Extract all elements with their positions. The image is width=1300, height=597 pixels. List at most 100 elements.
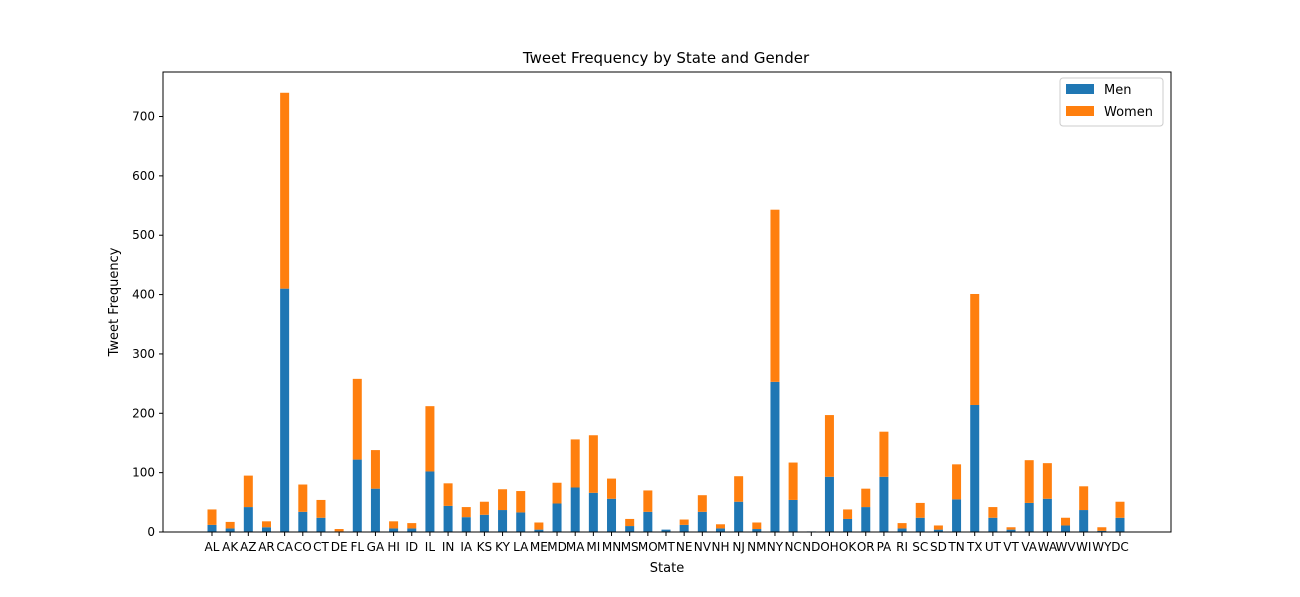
bar-nv-men [697,511,707,532]
bar-nj-women [734,476,744,502]
x-tick-label: FL [350,540,364,554]
x-tick-label: DE [331,540,348,554]
x-tick-label: UT [985,540,1002,554]
y-tick-label: 100 [132,466,155,480]
bar-md-men [552,503,562,532]
bar-de-women [334,529,344,532]
bar-nh-women [715,524,725,529]
bar-nm-men [752,529,762,532]
bar-wv-women [1061,517,1071,526]
x-tick-label: CT [313,540,329,554]
bar-ne-men [679,524,689,532]
y-tick-label: 700 [132,110,155,124]
bar-wi-men [1079,510,1089,532]
x-tick-label: AZ [240,540,256,554]
x-axis: AL AK AZ AR CA CO CT DE FL GA HI ID IL IN IA KS KY LA ME MD… [205,532,1129,554]
bar-mi-women [588,435,598,493]
bar-hi-women [389,521,399,529]
bar-ut-men [988,517,998,532]
x-tick-label: KY [495,540,510,554]
x-tick-label: KS [477,540,493,554]
x-tick-label: MN [602,540,621,554]
chart-title: Tweet Frequency by State and Gender [522,49,810,67]
bar-va-women [1024,460,1034,503]
bar-wv-men [1061,525,1071,532]
bar-nv-women [697,495,707,512]
bar-az-men [243,507,253,532]
x-tick-label: MT [657,540,675,554]
x-tick-label: WV [1055,540,1076,554]
x-tick-label: OH [820,540,838,554]
bar-co-men [298,511,308,532]
bar-tn-women [952,464,962,500]
bars-layer [207,92,1125,532]
bar-in-women [443,483,453,506]
bar-ny-men [770,381,780,532]
bar-ga-women [370,450,380,489]
x-tick-label: NE [676,540,693,554]
bar-il-men [425,471,435,532]
bar-co-women [298,484,308,512]
bar-ma-men [570,487,580,532]
x-tick-label: ME [530,540,548,554]
x-tick-label: MA [566,540,585,554]
bar-ri-women [897,523,907,529]
bar-wa-men [1042,498,1052,532]
bar-id-men [407,528,417,532]
x-tick-label: MO [638,540,658,554]
bar-wa-women [1042,463,1052,499]
bar-oh-men [824,476,834,532]
x-tick-label: NC [784,540,801,554]
bar-tx-men [970,404,980,532]
bar-mo-women [643,490,653,512]
x-tick-label: SD [930,540,947,554]
x-tick-label: TN [947,540,964,554]
bar-ca-women [280,92,290,289]
bar-dc-men [1115,517,1125,532]
bar-mn-women [607,478,617,499]
bar-ut-women [988,507,998,518]
bar-la-men [516,512,526,532]
bar-mt-men [661,529,671,532]
bar-ok-women [843,509,853,519]
y-tick-label: 300 [132,347,155,361]
bar-or-men [861,507,871,532]
bar-ky-men [498,510,508,532]
legend-swatch-men [1066,84,1094,94]
bar-mn-men [607,498,617,532]
bar-ne-women [679,519,689,525]
x-axis-title: State [650,561,684,576]
y-tick-label: 600 [132,169,155,183]
x-tick-label: WA [1038,540,1058,554]
x-tick-label: IN [442,540,455,554]
x-tick-label: ID [405,540,418,554]
bar-vt-men [1006,529,1016,532]
bar-ky-women [498,489,508,511]
y-axis-title: Tweet Frequency [107,247,122,357]
x-tick-label: DC [1111,540,1129,554]
x-tick-label: MS [621,540,639,554]
bar-vt-women [1006,527,1016,530]
bar-fl-men [352,459,362,532]
bar-ar-men [261,527,271,532]
bar-nh-men [715,528,725,532]
bar-tn-men [952,499,962,532]
bar-id-women [407,523,417,529]
y-tick-label: 200 [132,406,155,420]
bar-sd-women [933,525,943,530]
x-tick-label: OR [857,540,875,554]
x-tick-label: VA [1021,540,1037,554]
bar-ms-women [625,518,635,527]
plot-frame [162,71,1172,533]
legend-swatch-women [1066,106,1094,116]
bar-ia-women [461,507,471,518]
x-tick-label: NY [767,540,784,554]
bar-in-men [443,505,453,532]
bar-ga-men [370,488,380,532]
bar-pa-men [879,476,889,532]
bar-oh-women [824,415,834,477]
bar-wy-women [1097,527,1107,531]
bar-pa-women [879,431,889,477]
bar-ak-women [225,521,235,529]
